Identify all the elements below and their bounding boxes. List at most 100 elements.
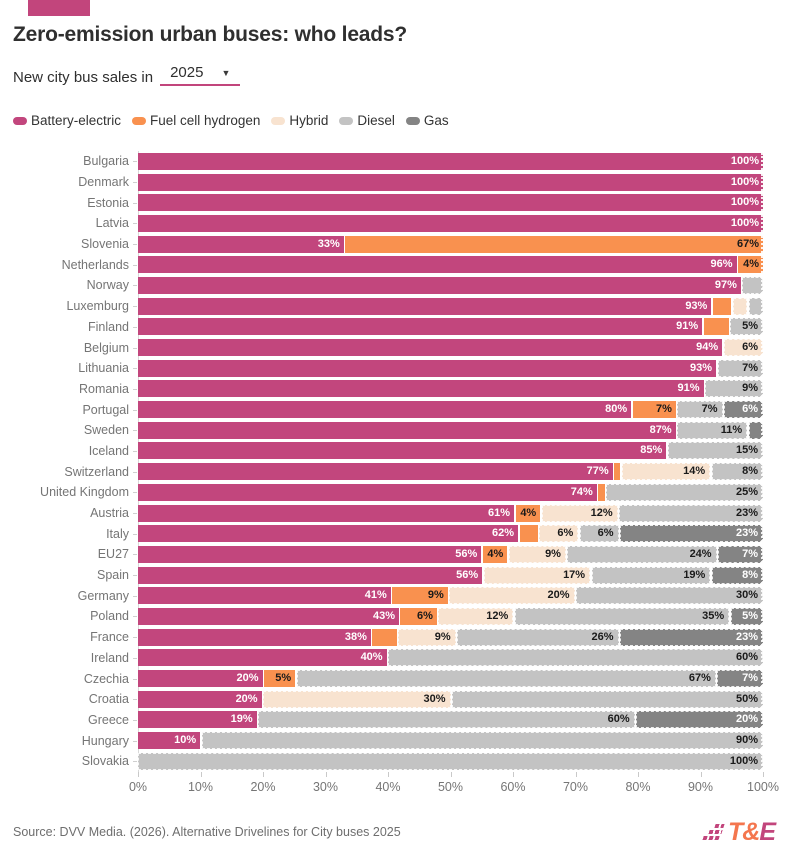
bar-segment-hybrid: 6% xyxy=(539,525,579,543)
legend-item-fuelcell: Fuel cell hydrogen xyxy=(132,113,260,128)
bar-segment-battery: 93% xyxy=(138,297,712,315)
segment-value-label: 5% xyxy=(275,672,292,685)
segment-value-label: 6% xyxy=(742,341,758,354)
logo-e: E xyxy=(759,817,776,846)
bar-segment-diesel: 50% xyxy=(452,690,763,708)
row-label: Sweden xyxy=(83,423,129,438)
row-label: Switzerland xyxy=(64,464,129,479)
row-label: Hungary xyxy=(81,733,129,748)
subtitle: New city bus sales in 2025 ▼ xyxy=(13,64,781,86)
bar-segment-diesel: 24% xyxy=(567,545,717,563)
stacked-bar: 100% xyxy=(133,173,763,191)
segment-value-label: 38% xyxy=(344,630,367,643)
x-axis-label: 30% xyxy=(312,779,339,794)
bar-segment-hybrid: 17% xyxy=(483,566,591,584)
segment-value-label: 43% xyxy=(372,609,395,622)
segment-value-label: 91% xyxy=(677,382,700,395)
x-axis-label: 10% xyxy=(187,779,214,794)
bar-segment-gas: 8% xyxy=(711,566,763,584)
bar-segment-diesel: 15% xyxy=(667,442,763,460)
bar-segment-diesel: 90% xyxy=(201,732,763,750)
segment-value-label: 93% xyxy=(689,361,712,374)
bar-segment-battery: 100% xyxy=(138,194,763,212)
segment-value-label: 9% xyxy=(545,547,561,560)
segment-value-label: 7% xyxy=(701,403,718,416)
stacked-bar: 80% 7% 7% 6% xyxy=(133,401,763,419)
segment-value-label: 41% xyxy=(364,589,387,602)
bar-segment-battery: 40% xyxy=(138,649,387,667)
chart-row: Croatia 20% 30% 50% xyxy=(13,689,781,710)
segment-value-label: 5% xyxy=(742,320,758,333)
segment-value-label: 6% xyxy=(597,527,614,540)
bar-segment-hybrid: 9% xyxy=(398,628,456,646)
segment-value-label: 30% xyxy=(423,692,446,705)
chart-row: Denmark 100% xyxy=(13,172,781,193)
segment-value-label: 93% xyxy=(685,299,708,312)
x-axis-tick xyxy=(638,771,639,777)
stacked-bar: 41% 9% 20% 30% xyxy=(133,587,763,605)
chart-row: Hungary 10% 90% xyxy=(13,730,781,751)
stacked-bar: 56% 4% 9% 24% 7% xyxy=(133,545,763,563)
bar-segment-hybrid xyxy=(732,297,748,315)
row-label: Germany xyxy=(77,588,129,603)
bar-segment-battery: 62% xyxy=(138,525,519,543)
bar-segment-hybrid: 12% xyxy=(541,504,618,522)
row-label: Slovenia xyxy=(81,237,129,252)
bar-segment-battery: 56% xyxy=(138,545,482,563)
legend-item-diesel: Diesel xyxy=(339,113,395,128)
x-axis-label: 50% xyxy=(437,779,464,794)
legend-label: Diesel xyxy=(357,113,395,128)
row-label: Italy xyxy=(106,526,129,541)
bar-segment-fuelcell xyxy=(519,525,538,543)
segment-value-label: 85% xyxy=(640,444,663,457)
row-label: Ireland xyxy=(90,650,129,665)
x-axis-label: 20% xyxy=(250,779,276,794)
segment-value-label: 23% xyxy=(735,630,758,643)
stacked-bar: 74% 25% xyxy=(133,483,763,501)
hybrid-swatch-icon xyxy=(271,116,286,125)
te-logo: T&E xyxy=(702,817,776,847)
row-label: Romania xyxy=(78,381,129,396)
row-label: Czechia xyxy=(83,671,129,686)
stacked-bar: 91% 5% xyxy=(133,318,763,336)
segment-value-label: 67% xyxy=(736,237,759,250)
bar-segment-fuelcell xyxy=(598,483,605,501)
chart-row: Finland 91% 5% xyxy=(13,317,781,338)
chart-row: Belgium 94% 6% xyxy=(13,337,781,358)
bar-segment-battery: 91% xyxy=(138,380,704,398)
year-dropdown[interactable]: 2025 ▼ xyxy=(160,64,241,86)
bar-segment-battery: 43% xyxy=(138,607,399,625)
bar-segment-battery: 33% xyxy=(138,235,344,253)
row-label: Austria xyxy=(90,506,129,521)
bar-segment-diesel: 19% xyxy=(591,566,711,584)
logo-t-amp: T& xyxy=(727,817,760,846)
bar-segment-battery: 19% xyxy=(138,711,257,729)
bar-segment-gas: 23% xyxy=(620,628,763,646)
bar-segment-fuelcell xyxy=(372,628,397,646)
row-label: EU27 xyxy=(97,547,129,562)
subtitle-text: New city bus sales in xyxy=(13,69,154,86)
bar-segment-diesel: 5% xyxy=(730,318,763,336)
chart-row: Portugal 80% 7% 7% 6% xyxy=(13,399,781,420)
segment-value-label: 9% xyxy=(742,382,758,395)
bar-segment-gas: 7% xyxy=(717,670,764,688)
bar-segment-hybrid: 9% xyxy=(508,545,566,563)
bar-segment-diesel: 25% xyxy=(606,483,763,501)
x-axis-tick xyxy=(263,771,264,777)
bar-segment-fuelcell xyxy=(614,463,621,481)
legend: Battery-electric Fuel cell hydrogen Hybrid… xyxy=(13,113,781,128)
chart-row: Iceland 85% 15% xyxy=(13,441,781,462)
bar-segment-diesel: 26% xyxy=(457,628,619,646)
row-label: Netherlands xyxy=(61,257,129,272)
x-axis-tick xyxy=(200,771,202,777)
row-label: Lithuania xyxy=(78,361,129,376)
legend-item-battery: Battery-electric xyxy=(13,113,121,128)
segment-value-label: 87% xyxy=(649,423,672,436)
segment-value-label: 97% xyxy=(714,278,737,291)
segment-value-label: 91% xyxy=(676,320,699,333)
segment-value-label: 11% xyxy=(720,423,743,436)
chart-row: Czechia 20% 5% 67% 7% xyxy=(13,668,781,689)
row-label: France xyxy=(90,630,129,645)
segment-value-label: 6% xyxy=(557,527,574,540)
